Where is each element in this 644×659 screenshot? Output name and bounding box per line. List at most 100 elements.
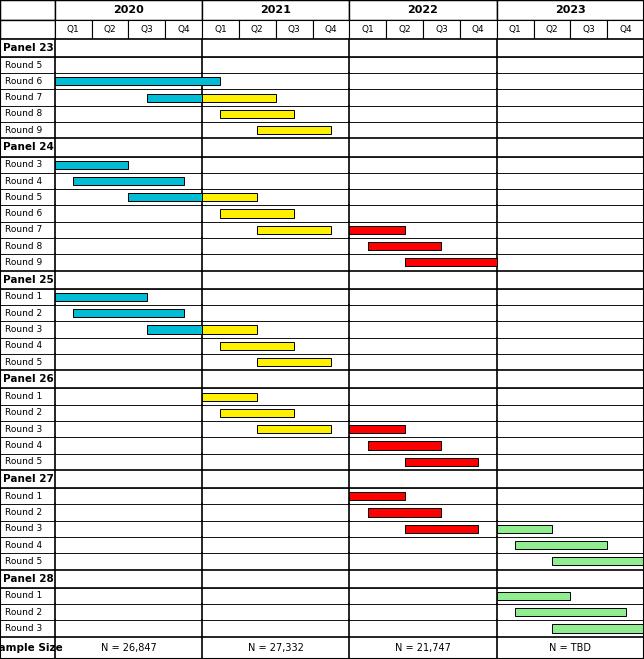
- Bar: [0, 504, 644, 521]
- Text: 2020: 2020: [113, 5, 144, 15]
- Text: Q2: Q2: [251, 25, 263, 34]
- Text: Round 2: Round 2: [5, 508, 42, 517]
- Bar: [0, 57, 644, 73]
- Bar: [0, 389, 644, 405]
- Text: Round 5: Round 5: [5, 61, 43, 70]
- Bar: [55, 293, 147, 301]
- Bar: [0, 588, 644, 604]
- Bar: [0, 206, 644, 221]
- Bar: [220, 210, 294, 217]
- Bar: [55, 77, 220, 86]
- Text: Q1: Q1: [67, 25, 79, 34]
- Bar: [552, 558, 644, 565]
- Bar: [0, 254, 644, 270]
- Bar: [0, 173, 644, 189]
- Bar: [368, 509, 441, 517]
- Text: Round 4: Round 4: [5, 341, 42, 351]
- Text: Round 6: Round 6: [5, 209, 43, 218]
- Text: Round 4: Round 4: [5, 540, 42, 550]
- Text: Round 2: Round 2: [5, 608, 42, 617]
- Text: Round 5: Round 5: [5, 358, 43, 366]
- Bar: [368, 242, 441, 250]
- Text: Round 5: Round 5: [5, 457, 43, 466]
- Bar: [0, 189, 644, 206]
- Bar: [0, 537, 644, 554]
- Bar: [533, 20, 571, 39]
- Bar: [497, 0, 644, 20]
- Text: N = 21,747: N = 21,747: [395, 643, 451, 653]
- Text: Round 1: Round 1: [5, 392, 43, 401]
- Text: Q4: Q4: [620, 25, 632, 34]
- Bar: [607, 20, 644, 39]
- Bar: [0, 138, 644, 157]
- Text: Panel 28: Panel 28: [3, 573, 53, 584]
- Bar: [0, 289, 644, 305]
- Bar: [0, 620, 644, 637]
- Bar: [276, 20, 312, 39]
- Bar: [220, 409, 294, 417]
- Text: N = 27,332: N = 27,332: [248, 643, 304, 653]
- Bar: [497, 20, 533, 39]
- Bar: [0, 305, 644, 322]
- Bar: [386, 20, 423, 39]
- Bar: [220, 342, 294, 350]
- Bar: [0, 105, 644, 122]
- Bar: [258, 425, 331, 433]
- Text: Panel 24: Panel 24: [3, 142, 54, 152]
- Bar: [0, 521, 644, 537]
- Text: Round 7: Round 7: [5, 225, 43, 235]
- Text: Q1: Q1: [361, 25, 374, 34]
- Text: Q1: Q1: [214, 25, 227, 34]
- Text: Round 5: Round 5: [5, 193, 43, 202]
- Bar: [55, 0, 202, 20]
- Bar: [0, 470, 644, 488]
- Text: Q2: Q2: [104, 25, 117, 34]
- Bar: [0, 405, 644, 421]
- Bar: [460, 20, 497, 39]
- Text: Round 6: Round 6: [5, 77, 43, 86]
- Bar: [404, 457, 478, 466]
- Bar: [368, 442, 441, 449]
- Text: Q4: Q4: [177, 25, 190, 34]
- Bar: [349, 20, 386, 39]
- Bar: [515, 541, 607, 549]
- Text: Round 2: Round 2: [5, 308, 42, 318]
- Text: Q4: Q4: [472, 25, 484, 34]
- Bar: [0, 337, 644, 354]
- Bar: [147, 94, 202, 101]
- Text: Q3: Q3: [140, 25, 153, 34]
- Text: Round 4: Round 4: [5, 441, 42, 450]
- Text: Panel 27: Panel 27: [3, 474, 54, 484]
- Bar: [166, 20, 202, 39]
- Bar: [258, 358, 331, 366]
- Text: Round 7: Round 7: [5, 93, 43, 102]
- Text: Q2: Q2: [398, 25, 411, 34]
- Bar: [349, 492, 404, 500]
- Bar: [147, 326, 202, 333]
- Bar: [0, 221, 644, 238]
- Bar: [202, 0, 349, 20]
- Text: N = 26,847: N = 26,847: [100, 643, 156, 653]
- Bar: [0, 73, 644, 90]
- Bar: [55, 20, 91, 39]
- Bar: [0, 370, 644, 389]
- Bar: [202, 94, 276, 101]
- Text: Panel 23: Panel 23: [3, 43, 53, 53]
- Bar: [0, 554, 644, 569]
- Bar: [0, 39, 644, 57]
- Bar: [220, 110, 294, 118]
- Bar: [0, 157, 644, 173]
- Bar: [0, 421, 644, 438]
- Bar: [0, 488, 644, 504]
- Text: Round 8: Round 8: [5, 242, 43, 250]
- Bar: [258, 226, 331, 234]
- Bar: [202, 20, 239, 39]
- Bar: [239, 20, 276, 39]
- Text: Round 1: Round 1: [5, 293, 43, 301]
- Bar: [258, 126, 331, 134]
- Bar: [0, 354, 644, 370]
- Bar: [0, 604, 644, 620]
- Text: 2023: 2023: [555, 5, 585, 15]
- Text: Q1: Q1: [509, 25, 522, 34]
- Text: Round 1: Round 1: [5, 591, 43, 600]
